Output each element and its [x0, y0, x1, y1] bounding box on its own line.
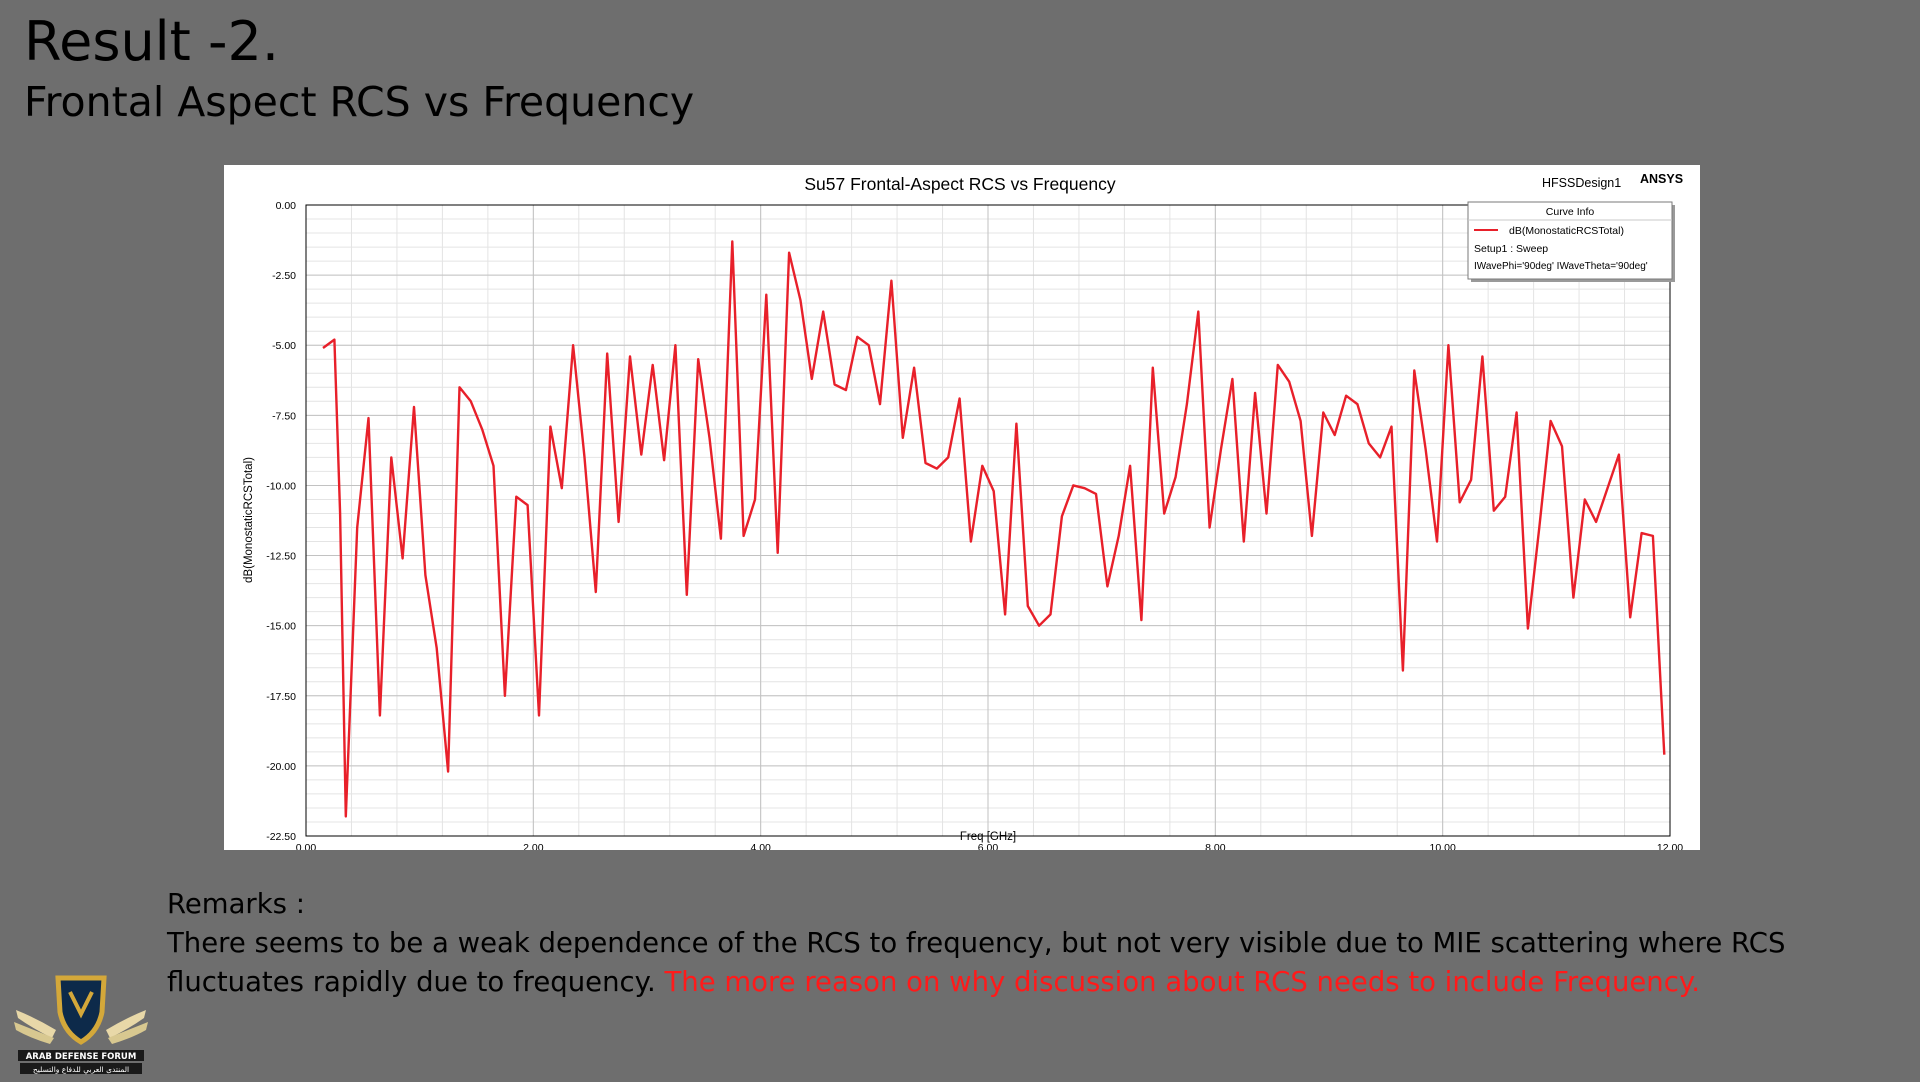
- y-tick-label: -5.00: [272, 340, 296, 352]
- legend-params: IWavePhi='90deg' IWaveTheta='90deg': [1474, 261, 1648, 272]
- slide-title: Result -2.: [24, 10, 280, 73]
- remarks-body: There seems to be a weak dependence of t…: [167, 927, 1786, 998]
- legend-entry: dB(MonostaticRCSTotal): [1509, 225, 1624, 237]
- legend: Curve Info dB(MonostaticRCSTotal) Setup1…: [1467, 201, 1675, 282]
- y-tick-label: 0.00: [276, 200, 297, 212]
- x-tick-label: 6.00: [978, 842, 999, 850]
- brand-label: ANSYS: [1640, 172, 1683, 186]
- shield-wings-logo-icon: ARAB DEFENSE FORUM المنتدى العربي للدفاع…: [14, 975, 148, 1074]
- y-axis-label: dB(MonostaticRCSTotal): [243, 457, 255, 583]
- y-tick-label: -17.50: [266, 691, 296, 703]
- remarks-heading: Remarks :: [167, 888, 305, 920]
- remarks-highlight: The more reason on why discussion about …: [664, 966, 1700, 998]
- y-tick-label: -10.00: [266, 480, 296, 492]
- y-tick-label: -2.50: [272, 270, 296, 282]
- series-line-rcs: [322, 240, 1666, 818]
- arab-defense-forum-logo: ARAB DEFENSE FORUM المنتدى العربي للدفاع…: [12, 972, 150, 1077]
- design-label: HFSSDesign1: [1542, 176, 1621, 190]
- chart-panel: 0.00 2.00 4.00 6.00 8.00 10.00 12.00 0.00 -2.50 -…: [224, 165, 1700, 850]
- chart-title: Su57 Frontal-Aspect RCS vs Frequency: [804, 174, 1115, 194]
- x-tick-label: 8.00: [1205, 842, 1226, 850]
- x-tick-label: 12.00: [1657, 842, 1683, 850]
- legend-setup: Setup1 : Sweep: [1474, 243, 1548, 255]
- y-tick-label: -7.50: [272, 410, 296, 422]
- remarks-block: Remarks : There seems to be a weak depen…: [167, 885, 1867, 1002]
- x-tick-label: 0.00: [296, 842, 317, 850]
- rcs-frequency-chart: 0.00 2.00 4.00 6.00 8.00 10.00 12.00 0.00 -2.50 -…: [243, 172, 1683, 850]
- y-tick-label: -12.50: [266, 551, 296, 563]
- plot-area-border: [305, 204, 1671, 837]
- legend-title: Curve Info: [1546, 206, 1595, 218]
- logo-text-en: ARAB DEFENSE FORUM: [26, 1052, 137, 1062]
- y-tick-label: -15.00: [266, 621, 296, 633]
- y-tick-label: -20.00: [266, 761, 296, 773]
- x-axis-label: Freq [GHz]: [960, 831, 1016, 843]
- logo-text-ar: المنتدى العربي للدفاع والتسليح: [33, 1065, 129, 1074]
- x-tick-label: 2.00: [523, 842, 544, 850]
- x-tick-label: 4.00: [750, 842, 771, 850]
- y-tick-label: -22.50: [266, 831, 296, 843]
- x-tick-label: 10.00: [1430, 842, 1456, 850]
- legend-box: [1467, 201, 1673, 280]
- slide-subtitle: Frontal Aspect RCS vs Frequency: [24, 78, 695, 126]
- remarks-text: There seems to be a weak dependence of t…: [167, 924, 1867, 1002]
